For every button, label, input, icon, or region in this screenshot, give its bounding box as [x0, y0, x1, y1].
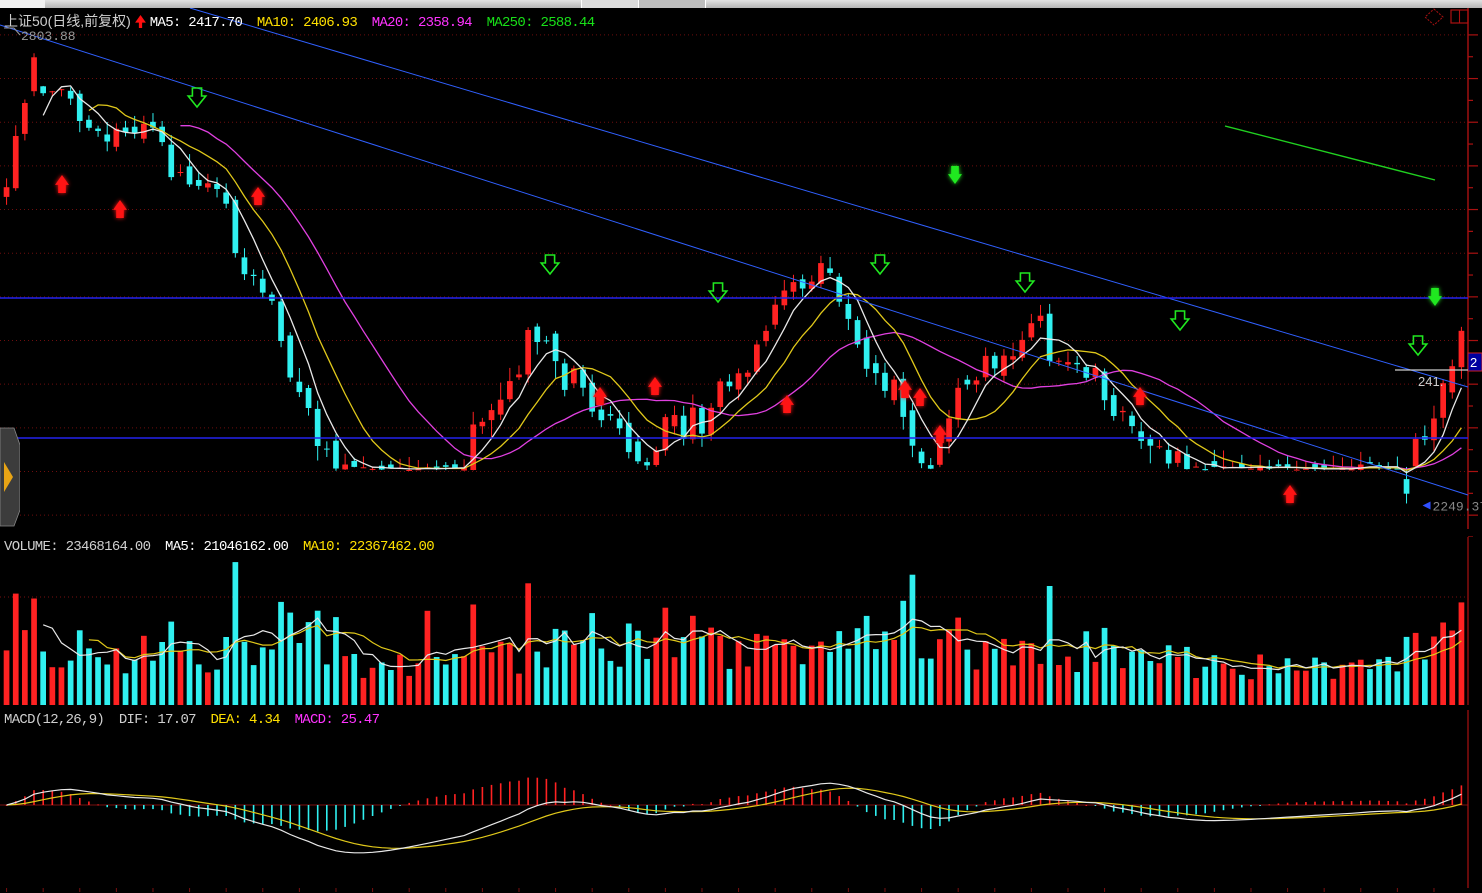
svg-text:2249.37: 2249.37 [1433, 499, 1482, 514]
svg-text:2: 2 [1470, 355, 1477, 370]
svg-text:241.: 241. [1418, 374, 1443, 389]
svg-text:2803.88: 2803.88 [21, 29, 76, 44]
